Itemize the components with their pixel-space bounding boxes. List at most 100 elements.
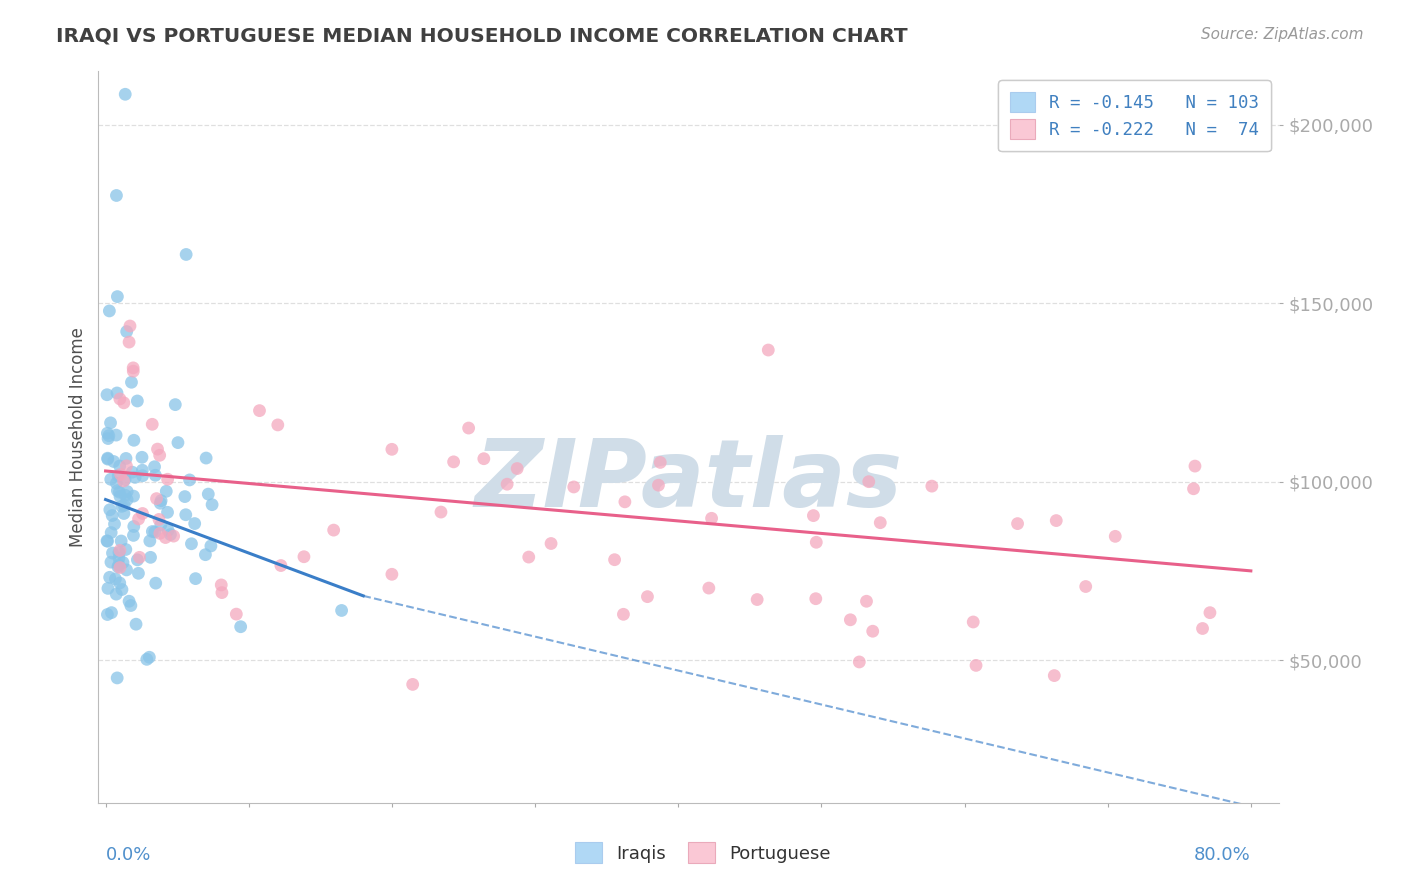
Point (105, 386, 128, 401)
Point (108, 458, 131, 473)
Point (149, 448, 172, 462)
Point (115, 484, 138, 499)
Point (105, 290, 128, 304)
Point (112, 498, 135, 512)
Point (131, 468, 153, 483)
Point (472, 451, 495, 466)
Point (149, 517, 172, 532)
Point (430, 505, 453, 519)
Point (1007, 516, 1029, 531)
Point (921, 479, 943, 493)
Point (613, 495, 636, 509)
Point (108, 551, 131, 566)
Point (201, 498, 224, 512)
Point (636, 590, 658, 604)
Point (122, 434, 145, 448)
Point (108, 485, 131, 500)
Point (292, 549, 315, 564)
Point (803, 508, 825, 523)
Point (111, 500, 134, 514)
Point (114, 488, 136, 502)
Point (612, 607, 634, 622)
Point (108, 392, 131, 406)
Point (1074, 580, 1097, 594)
Point (97, 451, 120, 466)
Point (110, 467, 132, 482)
Point (1184, 459, 1206, 474)
Point (108, 558, 131, 572)
Point (700, 511, 723, 525)
Point (650, 455, 672, 469)
Point (108, 545, 131, 559)
Text: 80.0%: 80.0% (1194, 846, 1251, 863)
Point (114, 87, 136, 102)
Point (174, 508, 197, 522)
Point (149, 526, 172, 541)
Point (108, 489, 131, 503)
Point (143, 524, 166, 539)
Point (127, 566, 149, 581)
Point (100, 472, 122, 486)
Point (112, 507, 135, 521)
Point (114, 473, 136, 487)
Point (179, 473, 201, 487)
Point (267, 417, 290, 432)
Point (1104, 529, 1126, 543)
Point (97, 432, 120, 446)
Point (517, 550, 540, 565)
Point (804, 591, 827, 606)
Point (115, 563, 138, 577)
Point (862, 624, 884, 639)
Point (112, 396, 135, 410)
Point (1045, 514, 1067, 528)
Point (121, 465, 143, 479)
Point (100, 416, 122, 430)
Point (98, 570, 121, 584)
Point (96, 607, 118, 622)
Point (125, 617, 148, 632)
Point (105, 428, 128, 442)
Point (322, 523, 344, 537)
Point (105, 476, 128, 491)
Point (562, 480, 585, 494)
Point (141, 417, 163, 432)
Point (122, 519, 145, 533)
Point (111, 556, 134, 570)
Point (108, 560, 131, 574)
Point (115, 458, 138, 473)
Point (194, 548, 217, 562)
Point (869, 516, 891, 530)
Point (402, 677, 425, 691)
Point (100, 525, 122, 540)
Point (110, 534, 132, 549)
Point (124, 470, 146, 484)
Point (855, 594, 877, 608)
Point (183, 516, 205, 531)
Point (128, 512, 150, 526)
Point (100, 606, 122, 620)
Point (127, 394, 149, 409)
Point (139, 550, 162, 565)
Text: IRAQI VS PORTUGUESE MEDIAN HOUSEHOLD INCOME CORRELATION CHART: IRAQI VS PORTUGUESE MEDIAN HOUSEHOLD INC… (56, 27, 908, 45)
Point (143, 459, 166, 474)
Point (111, 582, 134, 597)
Point (108, 576, 131, 591)
Point (96, 533, 118, 548)
Point (135, 652, 157, 666)
Point (457, 421, 479, 435)
Point (1191, 622, 1213, 636)
Point (101, 508, 124, 523)
Text: 0.0%: 0.0% (105, 846, 150, 863)
Point (103, 516, 125, 531)
Point (118, 594, 141, 608)
Text: Source: ZipAtlas.com: Source: ZipAtlas.com (1201, 27, 1364, 42)
Point (115, 325, 138, 339)
Point (965, 658, 987, 673)
Point (806, 535, 828, 549)
Point (848, 655, 870, 669)
Point (98, 304, 121, 318)
Point (149, 496, 172, 510)
Point (381, 567, 404, 582)
Point (195, 451, 218, 466)
Point (146, 442, 169, 456)
